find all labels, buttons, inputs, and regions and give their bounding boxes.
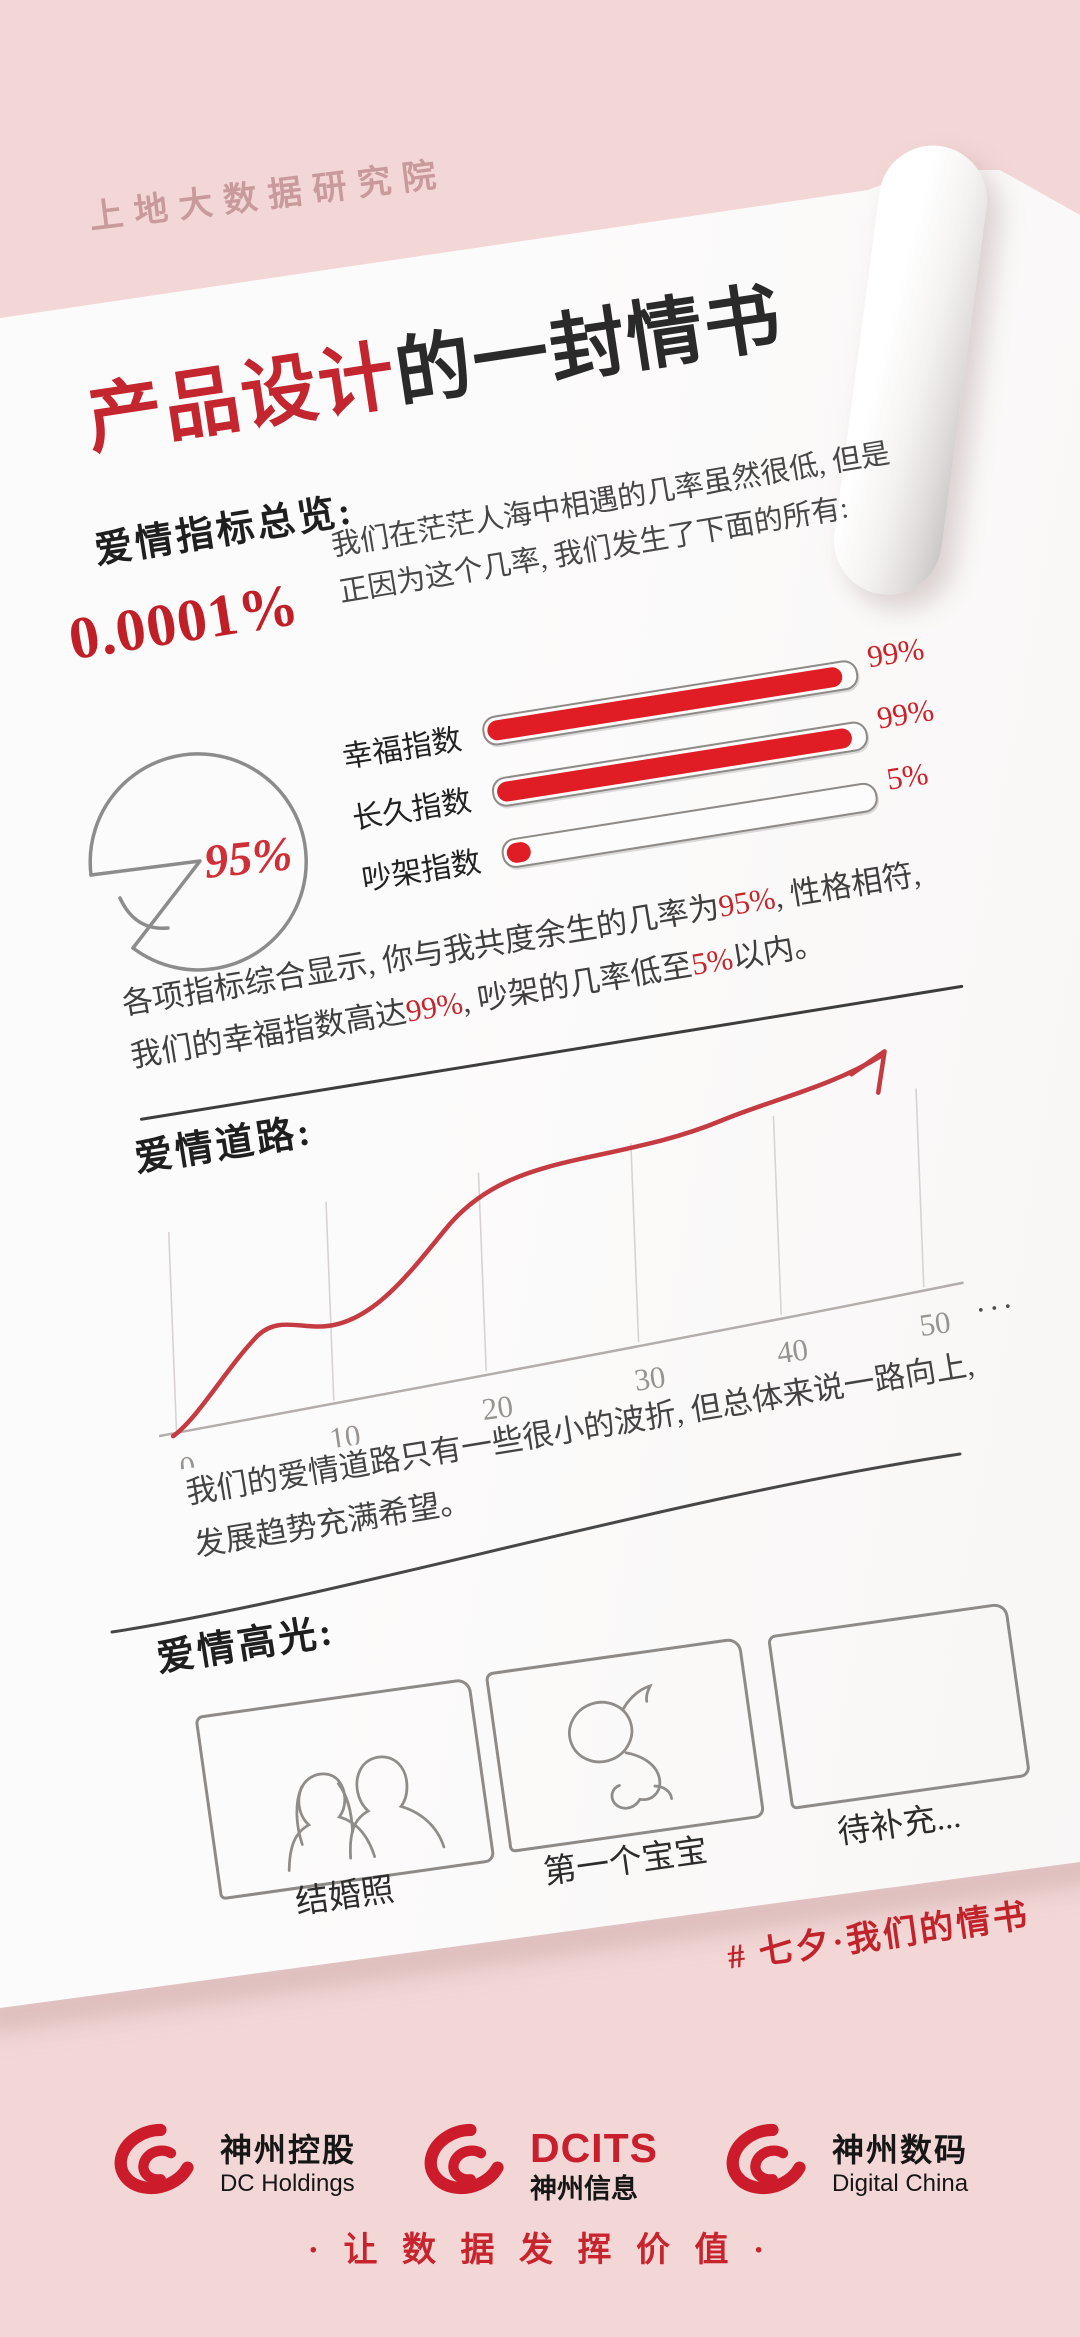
pie-outline bbox=[88, 752, 308, 972]
summary-highlight-value: 95% bbox=[716, 880, 778, 924]
pie-wedge bbox=[89, 859, 202, 950]
logo-en: DC Holdings bbox=[219, 2169, 355, 2197]
bar-value: 99% bbox=[874, 692, 937, 736]
pie-value: 95% bbox=[202, 827, 295, 889]
x-tick-label: 40 bbox=[775, 1332, 811, 1371]
summary-text: 以内。 bbox=[729, 925, 828, 976]
logo-text: DCITS 神州信息 bbox=[530, 2124, 658, 2206]
gridline bbox=[630, 1143, 640, 1343]
pie-chart: 95% bbox=[88, 752, 308, 972]
summary-highlight-value: 5% bbox=[688, 940, 736, 983]
love-curve bbox=[170, 1053, 884, 1439]
highlight-frame-wedding bbox=[194, 1677, 496, 1901]
footer-logos: 神州控股 DC Holdings DCITS 神州信息 bbox=[0, 2118, 1080, 2212]
pie-inner-arc bbox=[118, 896, 170, 930]
org-title: 上地大数据研究院 bbox=[87, 156, 450, 237]
couple-sketch-icon bbox=[288, 1755, 446, 1872]
highlight-frame-empty bbox=[766, 1602, 1032, 1810]
gridline bbox=[167, 1231, 178, 1431]
logo-dc-holdings: 神州控股 DC Holdings bbox=[112, 2118, 356, 2212]
logo-cn: 神州数码 bbox=[831, 2132, 968, 2169]
footer-slogan: · 让 数 据 发 挥 价 值 · bbox=[307, 2232, 773, 2269]
logo-en: DCITS bbox=[529, 2125, 658, 2172]
bar-label: 吵架指数 bbox=[359, 845, 484, 898]
x-tick-label: 0 bbox=[178, 1449, 198, 1474]
bar-fill bbox=[505, 840, 533, 865]
logo-text: 神州数码 Digital China bbox=[832, 2131, 968, 2198]
x-axis bbox=[158, 1281, 964, 1438]
x-tick-label: 30 bbox=[632, 1359, 668, 1398]
gridline bbox=[915, 1088, 925, 1288]
baby-sketch-icon bbox=[568, 1683, 674, 1810]
bar-fill bbox=[495, 727, 854, 803]
summary-highlight-value: 99% bbox=[403, 985, 466, 1029]
digital-china-swirl-icon bbox=[424, 2123, 504, 2195]
logo-cn: 神州控股 bbox=[219, 2132, 356, 2169]
x-tick-label: 50 bbox=[917, 1304, 953, 1343]
gridline bbox=[477, 1172, 488, 1372]
bar-value: 5% bbox=[884, 755, 931, 797]
logo-dcits: DCITS 神州信息 bbox=[422, 2118, 658, 2212]
logo-cn: 神州信息 bbox=[529, 2174, 638, 2205]
x-axis-ellipsis: ··· bbox=[973, 1287, 1019, 1328]
bar-label: 长久指数 bbox=[350, 784, 474, 836]
gridline bbox=[772, 1115, 782, 1315]
highlight-frame-baby bbox=[484, 1636, 766, 1854]
divider-curve bbox=[110, 1452, 962, 1634]
digital-china-swirl-icon bbox=[114, 2123, 194, 2195]
gridline bbox=[325, 1201, 335, 1401]
logo-text: 神州控股 DC Holdings bbox=[220, 2131, 356, 2198]
digital-china-swirl-icon bbox=[726, 2123, 806, 2195]
arrow-head bbox=[849, 1049, 887, 1095]
logo-en: Digital China bbox=[831, 2169, 969, 2197]
logo-digital-china: 神州数码 Digital China bbox=[724, 2118, 968, 2212]
x-tick-label: 20 bbox=[480, 1388, 516, 1427]
